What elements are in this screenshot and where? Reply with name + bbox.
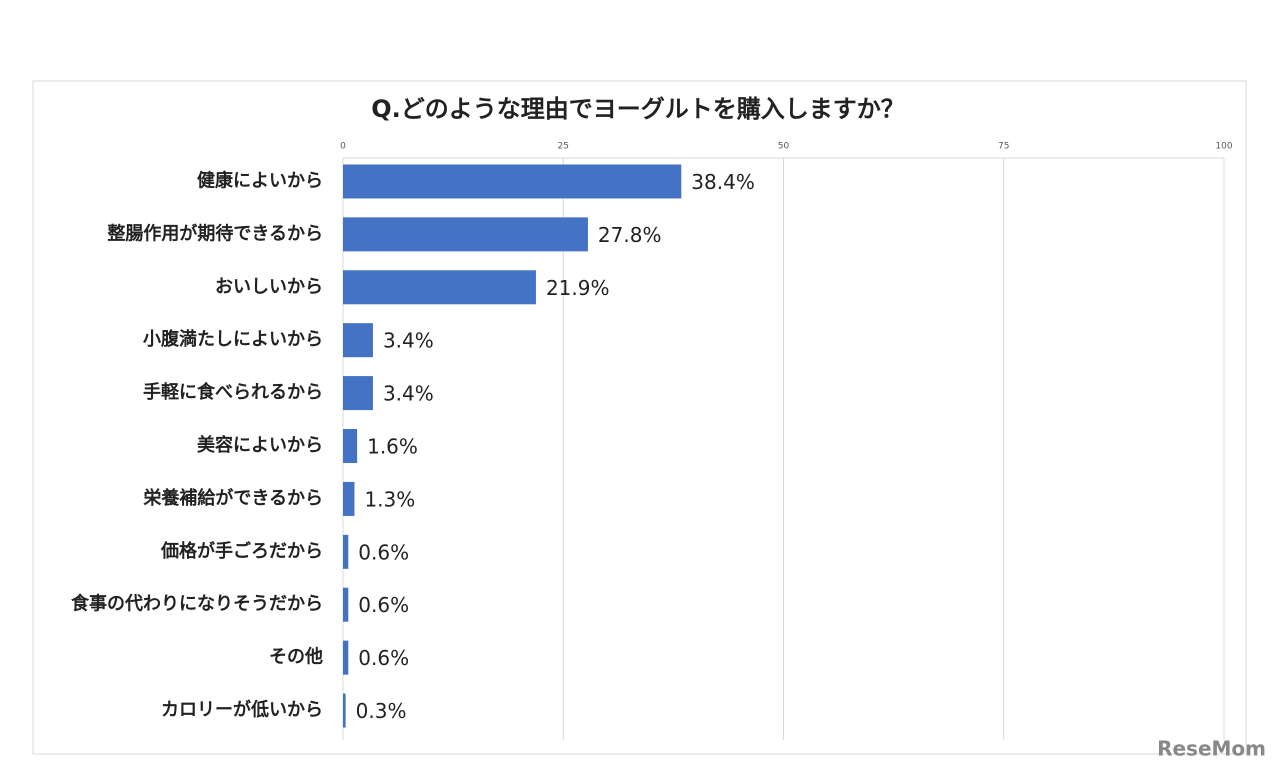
x-tick-label: 50 [778,142,790,152]
y-tick-label: 栄養補給ができるから [142,487,323,509]
value-label: 38.4% [691,170,755,194]
y-tick-label: カロリーが低いから [161,699,323,721]
value-label: 21.9% [546,276,610,300]
bar [343,640,349,675]
y-tick-label: その他 [269,646,323,668]
value-label: 3.4% [383,329,434,353]
x-tick-label: 100 [1215,142,1232,152]
value-label: 0.6% [358,646,409,670]
y-tick-label: 美容によいから [197,434,323,456]
bar [343,323,373,358]
x-tick-label: 0 [340,142,346,152]
chart-title: Q.どのような理由でヨーグルトを購入しますか？ [371,95,905,123]
x-tick-label: 25 [558,142,569,152]
bar [343,481,355,516]
y-tick-label: 手軽に食べられるから [143,381,323,403]
x-tick-label: 75 [998,142,1009,152]
value-label: 1.6% [367,435,418,459]
y-tick-label: 小腹満たしによいから [143,328,323,350]
bar [343,693,346,728]
value-label: 3.4% [383,382,434,406]
y-tick-label: 価格が手ごろだから [160,540,323,562]
bar [343,376,373,411]
bar [343,429,358,463]
value-label: 0.3% [356,699,407,723]
value-label: 0.6% [358,593,409,617]
bar [343,270,536,305]
y-tick-label: おいしいから [215,276,323,297]
y-tick-label: 健康によいから [197,169,323,191]
bar [343,587,349,622]
watermark: ReseMom [1157,737,1266,761]
bar [343,217,588,252]
value-label: 1.3% [364,487,415,511]
value-label: 27.8% [598,223,662,247]
bar [343,164,682,199]
bar [343,534,349,569]
y-tick-label: 整腸作用が期待できるから [106,222,323,244]
value-label: 0.6% [358,540,409,564]
y-tick-label: 食事の代わりになりそうだから [70,593,323,615]
